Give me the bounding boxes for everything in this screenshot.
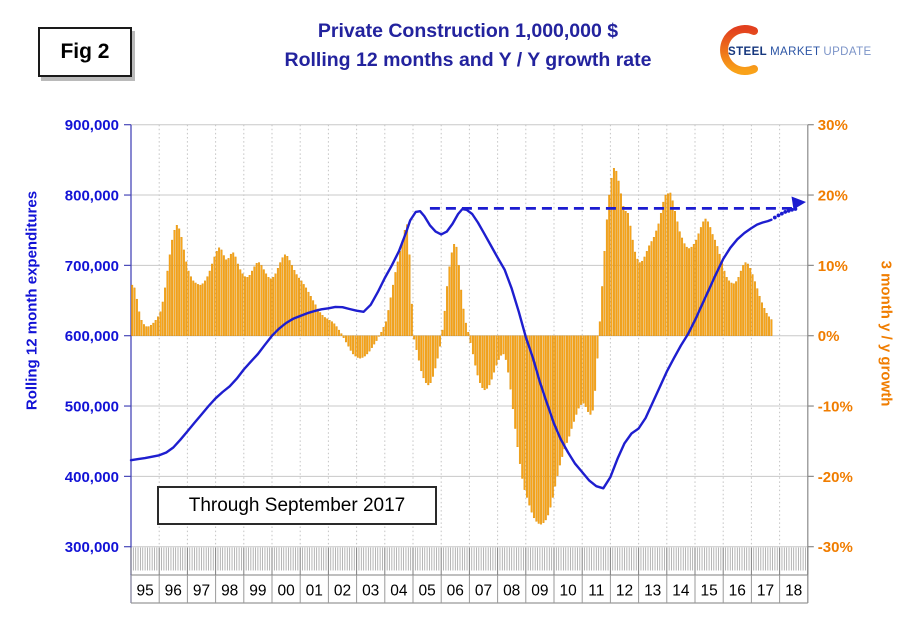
chart-title-line1: Private Construction 1,000,000 $ xyxy=(317,20,619,42)
x-axis-year-label: 18 xyxy=(785,583,802,600)
fig-number-label: Fig 2 xyxy=(60,40,110,63)
right-axis-tick-label: 20% xyxy=(818,188,848,205)
right-axis-tick-label: -10% xyxy=(818,399,853,416)
x-axis-year-label: 95 xyxy=(136,583,153,600)
x-axis-year-label: 97 xyxy=(193,583,210,600)
logo-swirl-icon xyxy=(720,25,758,75)
x-axis-year-label: 08 xyxy=(503,583,520,600)
through-date-label: Through September 2017 xyxy=(188,495,406,516)
x-axis-year-label: 15 xyxy=(700,583,717,600)
logo-word-steel: STEEL xyxy=(728,46,768,58)
chart-title: Private Construction 1,000,000 $ Rolling… xyxy=(168,17,768,75)
x-axis-year-label: 99 xyxy=(249,583,266,600)
left-axis-tick-label: 500,000 xyxy=(65,399,119,416)
x-axis-year-label: 11 xyxy=(588,583,604,600)
x-axis-year-label: 16 xyxy=(729,583,746,600)
right-axis-tick-label: 10% xyxy=(818,258,848,275)
x-axis-year-label: 13 xyxy=(644,583,661,600)
x-axis-year-label: 10 xyxy=(559,583,577,600)
x-axis-year-label: 09 xyxy=(531,583,548,600)
right-axis-tick-label: 30% xyxy=(818,117,848,134)
x-axis-year-label: 03 xyxy=(362,583,379,600)
logo-word-update: UPDATE xyxy=(823,46,872,58)
logo-word-market: MARKET xyxy=(770,46,821,58)
left-axis-tick-label: 400,000 xyxy=(65,469,119,486)
right-axis-tick-label: 0% xyxy=(818,328,840,345)
fig-number-box: Fig 2 xyxy=(38,27,132,77)
left-axis-tick-label: 600,000 xyxy=(65,328,119,345)
through-date-annotation-box: Through September 2017 xyxy=(157,486,437,525)
x-axis-year-label: 14 xyxy=(672,583,690,600)
x-axis-year-label: 98 xyxy=(221,583,238,600)
left-axis-tick-label: 900,000 xyxy=(65,117,119,134)
x-axis-year-label: 01 xyxy=(306,583,323,600)
left-axis-tick-label: 700,000 xyxy=(65,258,119,275)
x-axis-year-label: 12 xyxy=(616,583,633,600)
left-axis-tick-label: 300,000 xyxy=(65,539,119,556)
x-axis-year-label: 06 xyxy=(447,583,464,600)
left-axis-tick-label: 800,000 xyxy=(65,188,119,205)
x-axis-year-label: 05 xyxy=(418,583,435,600)
chart-title-line2: Rolling 12 months and Y / Y growth rate xyxy=(284,49,652,71)
x-axis-year-label: 00 xyxy=(277,583,295,600)
x-axis-year-label: 96 xyxy=(165,583,182,600)
steel-market-update-logo: STEEL MARKET UPDATE xyxy=(702,25,902,77)
right-axis-tick-label: -20% xyxy=(818,469,853,486)
x-axis-year-label: 17 xyxy=(757,583,774,600)
logo-wordmark: STEEL MARKET UPDATE xyxy=(728,42,872,60)
x-axis-year-label: 07 xyxy=(475,583,492,600)
right-axis-tick-label: -30% xyxy=(818,539,853,556)
x-axis-year-label: 04 xyxy=(390,583,408,600)
x-axis-year-label: 02 xyxy=(334,583,351,600)
